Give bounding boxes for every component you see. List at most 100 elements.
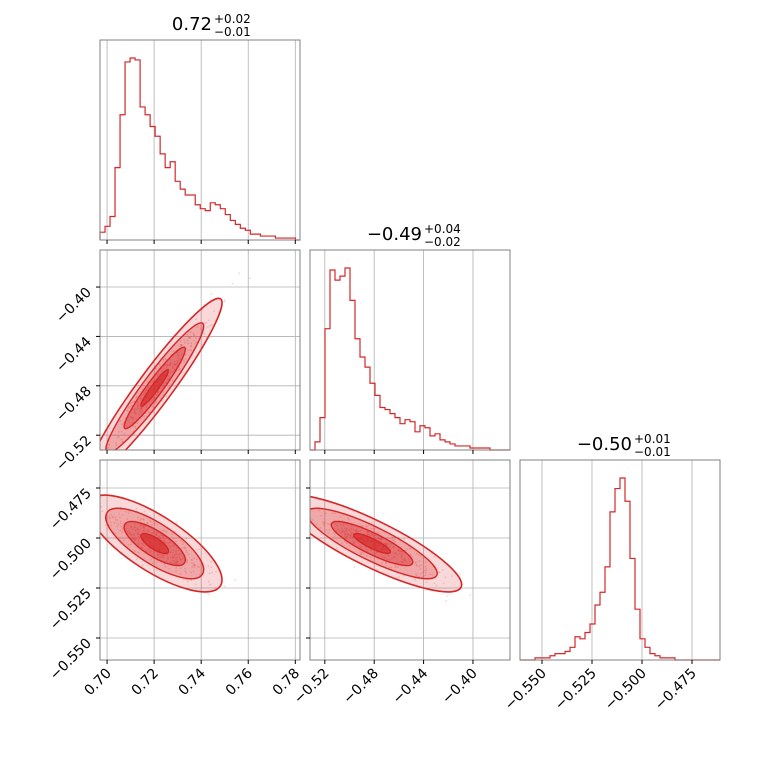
y-tick-label: −0.500 bbox=[47, 536, 95, 584]
sample-point bbox=[171, 350, 173, 353]
sample-point bbox=[186, 559, 188, 562]
param-title-minus: −0.01 bbox=[214, 25, 251, 39]
sample-point bbox=[165, 363, 168, 366]
sample-point bbox=[140, 407, 143, 410]
density-contour bbox=[140, 532, 170, 555]
sample-point bbox=[361, 551, 364, 554]
sample-point bbox=[135, 558, 138, 561]
sample-point bbox=[319, 514, 322, 517]
sample-point bbox=[150, 558, 153, 561]
sample-point bbox=[338, 529, 341, 532]
sample-point bbox=[374, 552, 377, 555]
sample-point bbox=[196, 548, 198, 551]
sample-point bbox=[136, 405, 139, 408]
sample-point bbox=[127, 416, 130, 419]
histogram-step-line bbox=[310, 267, 510, 451]
y-tick-label: −0.52 bbox=[53, 433, 95, 475]
sample-point bbox=[115, 442, 118, 444]
sample-point bbox=[164, 542, 167, 545]
sample-point bbox=[360, 553, 363, 555]
sample-point bbox=[402, 561, 405, 564]
sample-point bbox=[348, 528, 351, 531]
sample-point bbox=[171, 560, 174, 562]
sample-point bbox=[169, 544, 172, 547]
sample-point bbox=[173, 559, 176, 562]
sample-point bbox=[138, 413, 141, 416]
sample-point bbox=[194, 583, 197, 586]
sample-point bbox=[133, 410, 136, 412]
sample-point bbox=[100, 495, 103, 498]
sample-point bbox=[349, 535, 352, 538]
sample-point bbox=[402, 574, 405, 577]
sample-point bbox=[174, 557, 177, 559]
sample-point bbox=[160, 534, 163, 537]
sample-point bbox=[340, 531, 342, 534]
sample-point bbox=[167, 542, 169, 545]
sample-point bbox=[146, 549, 149, 551]
sample-point bbox=[137, 516, 140, 519]
sample-point bbox=[134, 412, 137, 415]
sample-point bbox=[192, 332, 195, 335]
sample-point bbox=[418, 565, 421, 568]
sample-point bbox=[207, 580, 210, 583]
sample-point bbox=[431, 573, 434, 576]
sample-point bbox=[142, 517, 145, 520]
sample-point bbox=[176, 561, 179, 564]
sample-point bbox=[141, 543, 144, 545]
sample-point bbox=[172, 366, 174, 369]
sample-point bbox=[418, 560, 421, 562]
sample-point bbox=[367, 533, 370, 536]
sample-point bbox=[165, 366, 168, 368]
sample-point bbox=[173, 553, 176, 556]
y-tick-label: −0.48 bbox=[53, 383, 95, 425]
sample-point bbox=[156, 554, 159, 557]
sample-point bbox=[138, 532, 141, 535]
sample-point bbox=[169, 556, 172, 559]
sample-point bbox=[198, 566, 200, 569]
sample-point bbox=[409, 554, 412, 557]
sample-point bbox=[176, 360, 179, 363]
sample-point bbox=[186, 559, 188, 562]
sample-point bbox=[138, 535, 141, 538]
sample-point bbox=[134, 425, 137, 428]
sample-point bbox=[415, 564, 418, 566]
sample-point bbox=[322, 521, 324, 523]
sample-point bbox=[425, 567, 427, 569]
sample-point bbox=[328, 523, 330, 526]
sample-point bbox=[376, 551, 379, 554]
sample-point bbox=[139, 524, 142, 526]
sample-point bbox=[119, 520, 122, 523]
sample-point bbox=[362, 552, 365, 555]
sample-point bbox=[374, 534, 377, 537]
sample-point bbox=[129, 532, 132, 535]
sample-point bbox=[134, 529, 137, 532]
sample-point bbox=[173, 544, 176, 547]
sample-point bbox=[179, 351, 181, 354]
sample-point bbox=[182, 578, 185, 581]
sample-point bbox=[419, 567, 422, 570]
sample-point bbox=[128, 532, 131, 534]
sample-point bbox=[355, 531, 358, 533]
sample-point bbox=[146, 522, 149, 524]
sample-point bbox=[403, 557, 406, 559]
sample-point bbox=[133, 539, 136, 542]
sample-point bbox=[344, 535, 347, 538]
sample-point bbox=[187, 580, 189, 583]
sample-point bbox=[459, 573, 461, 576]
sample-point bbox=[451, 575, 453, 578]
sample-point bbox=[210, 560, 212, 563]
sample-point bbox=[184, 358, 187, 360]
sample-point bbox=[158, 373, 161, 376]
sample-point bbox=[132, 417, 135, 419]
sample-point bbox=[175, 562, 178, 565]
sample-point bbox=[358, 545, 361, 548]
param-title-value: 0.72 bbox=[172, 14, 212, 35]
sample-point bbox=[379, 538, 382, 541]
sample-point bbox=[325, 529, 328, 532]
sample-point bbox=[194, 564, 197, 567]
sample-point bbox=[152, 531, 155, 534]
sample-point bbox=[373, 528, 375, 530]
sample-point bbox=[132, 537, 135, 540]
sample-point bbox=[175, 560, 178, 563]
sample-point bbox=[193, 564, 195, 567]
